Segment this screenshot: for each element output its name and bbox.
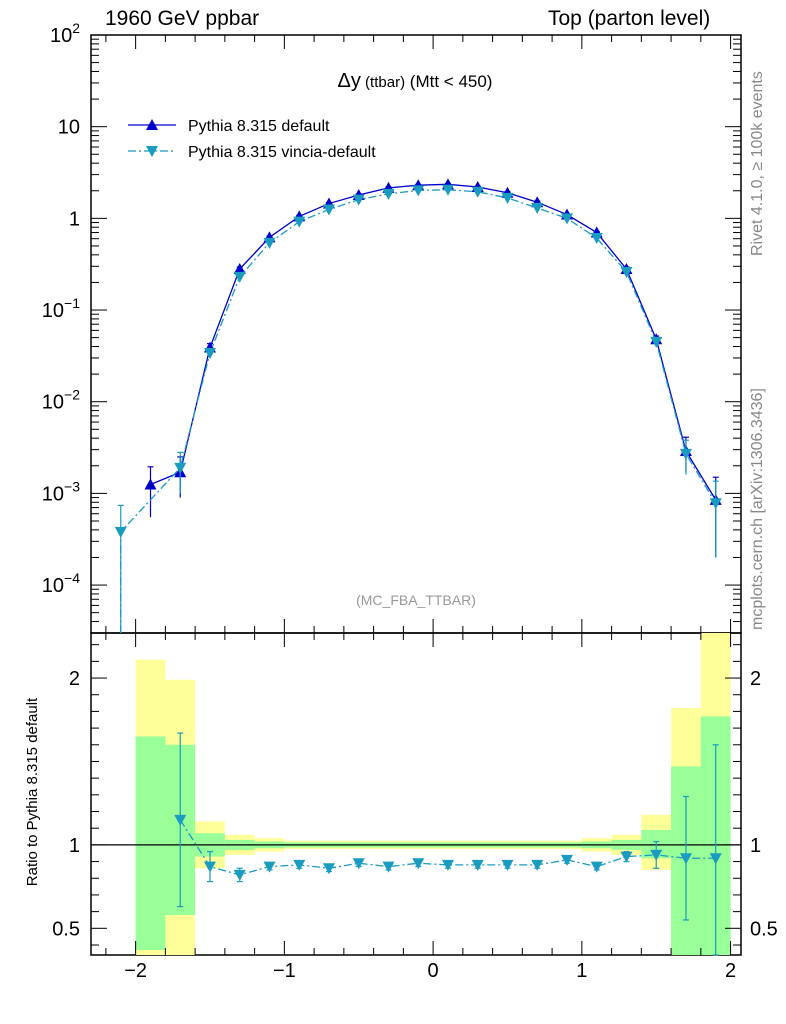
data-point	[382, 188, 395, 200]
header-left: 1960 GeV ppbar	[105, 7, 260, 30]
ratio-ylabel: Ratio to Pythia 8.315 default	[24, 697, 41, 886]
data-point	[144, 478, 157, 490]
chart-title: Δy (ttbar) (Mtt < 450)	[338, 70, 493, 92]
y-tick-base: 10	[42, 392, 64, 414]
y-tick-base: 10	[58, 117, 80, 139]
y-tick-exponent: −1	[64, 295, 80, 311]
y-tick-label: 10−1	[42, 295, 80, 322]
legend-marker-default	[146, 119, 158, 130]
data-point	[174, 462, 187, 474]
series-line-1	[120, 189, 717, 633]
y-tick-exponent: −4	[64, 570, 80, 586]
data-point	[620, 266, 633, 278]
watermark: (MC_FBA_TTBAR)	[356, 592, 476, 608]
ratio-band-inner	[135, 736, 166, 950]
y-tick-base: 10	[42, 575, 64, 597]
ratio-point	[412, 858, 425, 870]
header-right: Top (parton level)	[548, 7, 711, 30]
data-point	[441, 184, 454, 196]
chart-title-tail: (Mtt < 450)	[405, 72, 492, 91]
series-group	[114, 178, 722, 633]
axis-ticks	[91, 34, 741, 955]
y-tick-base: 10	[42, 300, 64, 322]
data-point	[233, 271, 246, 283]
data-point	[679, 448, 692, 460]
legend: Pythia 8.315 default Pythia 8.315 vincia…	[128, 118, 376, 161]
legend-label-vincia: Pythia 8.315 vincia-default	[188, 144, 376, 161]
ratio-point	[174, 814, 187, 826]
y-tick-label: 1	[69, 208, 80, 230]
x-tick-label: −2	[124, 960, 147, 982]
ratio-points	[174, 732, 722, 956]
x-tick-label: −1	[273, 960, 296, 982]
ratio-y-tick-label-right: 1	[750, 835, 761, 857]
ratio-point	[382, 861, 395, 873]
ratio-point	[203, 861, 216, 873]
series-line-0	[150, 183, 717, 501]
x-tick-label: 1	[576, 960, 587, 982]
y-tick-label: 10−3	[42, 478, 80, 505]
y-tick-label: 10−2	[42, 387, 80, 414]
ratio-y-tick-label: 2	[69, 668, 80, 690]
data-point	[560, 213, 573, 225]
ratio-point	[352, 858, 365, 870]
ratio-point	[233, 869, 246, 881]
ratio-point	[560, 854, 573, 866]
ratio-point	[441, 859, 454, 871]
y-tick-exponent: −2	[64, 387, 80, 403]
data-point	[322, 204, 335, 216]
y-tick-base: 1	[69, 208, 80, 230]
data-point	[293, 216, 306, 228]
ratio-point	[650, 849, 663, 861]
data-point	[501, 192, 514, 204]
y-tick-base: 10	[50, 25, 72, 47]
ratio-y-tick-label-right: 0.5	[750, 918, 778, 940]
y-tick-label: 10−4	[42, 570, 80, 597]
y-tick-exponent: −3	[64, 478, 80, 494]
y-tick-base: 10	[42, 483, 64, 505]
ratio-y-tick-label: 1	[69, 835, 80, 857]
data-point	[590, 233, 603, 245]
ratio-plot-frame	[90, 632, 742, 956]
data-point	[114, 526, 127, 538]
data-point	[471, 186, 484, 198]
data-point	[233, 263, 246, 275]
ratio-bands	[91, 633, 741, 955]
ratio-point	[501, 859, 514, 871]
ratio-y-tick-label: 0.5	[52, 918, 80, 940]
chart-title-sub: (ttbar)	[361, 74, 405, 91]
chart-title-main: Δy	[338, 70, 361, 92]
ratio-point	[293, 859, 306, 871]
legend-label-default: Pythia 8.315 default	[188, 118, 330, 135]
y-tick-exponent: 2	[72, 20, 80, 36]
legend-marker-vincia	[146, 146, 158, 157]
data-point	[203, 347, 216, 359]
y-tick-label: 102	[50, 20, 80, 47]
data-point	[650, 336, 663, 348]
data-point	[531, 202, 544, 214]
x-tick-label: 2	[725, 960, 736, 982]
ratio-point	[531, 859, 544, 871]
ratio-point	[590, 861, 603, 873]
ratio-point	[620, 851, 633, 863]
ratio-point	[263, 861, 276, 873]
ratio-point	[709, 853, 722, 865]
data-point	[412, 185, 425, 197]
data-point	[709, 498, 722, 510]
ratio-point	[679, 853, 692, 865]
ratio-y-tick-label-right: 2	[750, 668, 761, 690]
data-point	[263, 237, 276, 249]
ratio-point	[471, 859, 484, 871]
ratio-point	[322, 863, 335, 875]
data-point	[352, 194, 365, 206]
y-tick-label: 10	[58, 117, 80, 139]
x-tick-label: 0	[428, 960, 439, 982]
